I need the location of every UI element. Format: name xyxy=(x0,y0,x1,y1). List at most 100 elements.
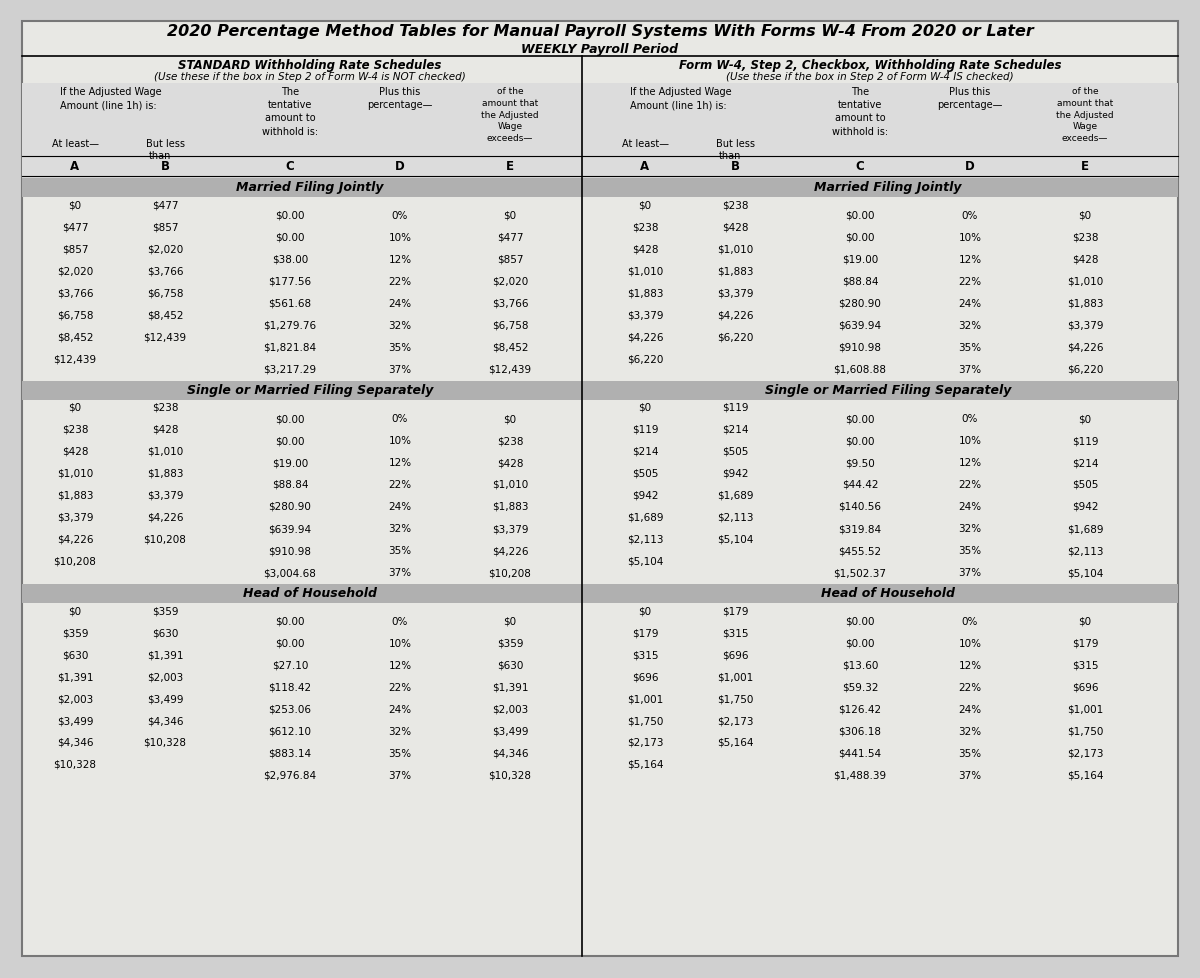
Text: $10,208: $10,208 xyxy=(144,534,186,545)
Text: $4,346: $4,346 xyxy=(492,748,528,758)
Text: 0%: 0% xyxy=(962,414,978,423)
Text: $3,379: $3,379 xyxy=(626,310,664,320)
Text: $59.32: $59.32 xyxy=(841,683,878,692)
Text: $12,439: $12,439 xyxy=(144,332,186,341)
Text: $1,883: $1,883 xyxy=(56,491,94,501)
Text: $3,766: $3,766 xyxy=(492,298,528,309)
Text: $3,379: $3,379 xyxy=(716,288,754,297)
Text: B: B xyxy=(731,159,739,173)
Text: $4,346: $4,346 xyxy=(146,715,184,726)
Text: $1,001: $1,001 xyxy=(716,671,754,682)
Text: $857: $857 xyxy=(497,254,523,265)
Text: D: D xyxy=(395,159,404,173)
Text: $44.42: $44.42 xyxy=(841,479,878,490)
Text: $505: $505 xyxy=(1072,479,1098,490)
Text: $0: $0 xyxy=(1079,616,1092,626)
Text: $1,689: $1,689 xyxy=(626,512,664,522)
Text: 32%: 32% xyxy=(389,727,412,736)
FancyBboxPatch shape xyxy=(22,84,582,179)
Text: $0.00: $0.00 xyxy=(275,233,305,243)
Text: $0: $0 xyxy=(638,200,652,210)
Text: A: A xyxy=(71,159,79,173)
Text: $4,226: $4,226 xyxy=(56,534,94,545)
Text: $639.94: $639.94 xyxy=(269,523,312,533)
Text: 10%: 10% xyxy=(959,233,982,243)
Text: $3,379: $3,379 xyxy=(492,523,528,533)
Text: $2,003: $2,003 xyxy=(146,671,184,682)
Text: $2,003: $2,003 xyxy=(492,704,528,714)
Text: $3,766: $3,766 xyxy=(56,288,94,297)
Text: $2,003: $2,003 xyxy=(56,693,94,703)
Text: $639.94: $639.94 xyxy=(839,321,882,331)
Text: $179: $179 xyxy=(1072,639,1098,648)
Text: $0: $0 xyxy=(68,605,82,615)
Text: 32%: 32% xyxy=(959,321,982,331)
Text: 35%: 35% xyxy=(389,748,412,758)
Text: $1,279.76: $1,279.76 xyxy=(264,321,317,331)
Text: $179: $179 xyxy=(631,627,659,638)
Text: 24%: 24% xyxy=(389,704,412,714)
Text: 32%: 32% xyxy=(959,727,982,736)
FancyBboxPatch shape xyxy=(22,585,582,603)
Text: $3,499: $3,499 xyxy=(56,715,94,726)
Text: 24%: 24% xyxy=(389,298,412,309)
Text: $10,328: $10,328 xyxy=(144,737,186,747)
Text: $0: $0 xyxy=(504,211,516,221)
Text: (Use these if the box in Step 2 of Form W-4 is NOT checked): (Use these if the box in Step 2 of Form … xyxy=(154,72,466,82)
Text: $214: $214 xyxy=(721,424,749,434)
Text: $3,499: $3,499 xyxy=(146,693,184,703)
Text: $1,010: $1,010 xyxy=(146,447,184,457)
Text: $0.00: $0.00 xyxy=(845,233,875,243)
Text: 24%: 24% xyxy=(389,502,412,511)
Text: $561.68: $561.68 xyxy=(269,298,312,309)
Text: $1,608.88: $1,608.88 xyxy=(834,365,887,375)
Text: $2,020: $2,020 xyxy=(146,244,184,253)
Text: $4,346: $4,346 xyxy=(56,737,94,747)
Text: $0.00: $0.00 xyxy=(275,435,305,446)
Text: $8,452: $8,452 xyxy=(56,332,94,341)
Text: $428: $428 xyxy=(1072,254,1098,265)
Text: $4,226: $4,226 xyxy=(492,546,528,556)
Text: $6,758: $6,758 xyxy=(146,288,184,297)
Text: $2,113: $2,113 xyxy=(1067,546,1103,556)
Text: $0.00: $0.00 xyxy=(845,616,875,626)
Text: $1,883: $1,883 xyxy=(716,266,754,276)
Text: $6,758: $6,758 xyxy=(492,321,528,331)
Text: $612.10: $612.10 xyxy=(269,727,312,736)
Text: $1,883: $1,883 xyxy=(492,502,528,511)
Text: 35%: 35% xyxy=(959,342,982,353)
Text: $1,502.37: $1,502.37 xyxy=(834,567,887,577)
Text: 24%: 24% xyxy=(959,704,982,714)
Text: WEEKLY Payroll Period: WEEKLY Payroll Period xyxy=(522,43,678,56)
Text: Plus this
percentage—: Plus this percentage— xyxy=(937,87,1003,111)
Text: $19.00: $19.00 xyxy=(842,254,878,265)
Text: $1,391: $1,391 xyxy=(146,649,184,659)
Text: 0%: 0% xyxy=(392,616,408,626)
Text: $1,010: $1,010 xyxy=(56,468,94,478)
Text: $280.90: $280.90 xyxy=(839,298,882,309)
Text: $8,452: $8,452 xyxy=(492,342,528,353)
Text: $315: $315 xyxy=(1072,660,1098,670)
FancyBboxPatch shape xyxy=(22,381,582,401)
Text: $13.60: $13.60 xyxy=(842,660,878,670)
Text: A: A xyxy=(641,159,649,173)
Text: $3,217.29: $3,217.29 xyxy=(264,365,317,375)
Text: 12%: 12% xyxy=(389,254,412,265)
Text: $6,758: $6,758 xyxy=(56,310,94,320)
Text: 12%: 12% xyxy=(959,660,982,670)
Text: $4,226: $4,226 xyxy=(626,332,664,341)
Text: $315: $315 xyxy=(721,627,749,638)
Text: 37%: 37% xyxy=(389,771,412,780)
Text: $1,391: $1,391 xyxy=(492,683,528,692)
Text: $5,164: $5,164 xyxy=(1067,771,1103,780)
Text: $5,104: $5,104 xyxy=(1067,567,1103,577)
Text: $3,379: $3,379 xyxy=(1067,321,1103,331)
Text: 10%: 10% xyxy=(959,639,982,648)
Text: $477: $477 xyxy=(151,200,179,210)
Text: $2,113: $2,113 xyxy=(626,534,664,545)
Text: $428: $428 xyxy=(151,424,179,434)
Text: $883.14: $883.14 xyxy=(269,748,312,758)
Text: $1,883: $1,883 xyxy=(626,288,664,297)
Text: $12,439: $12,439 xyxy=(54,354,96,364)
Text: $359: $359 xyxy=(497,639,523,648)
